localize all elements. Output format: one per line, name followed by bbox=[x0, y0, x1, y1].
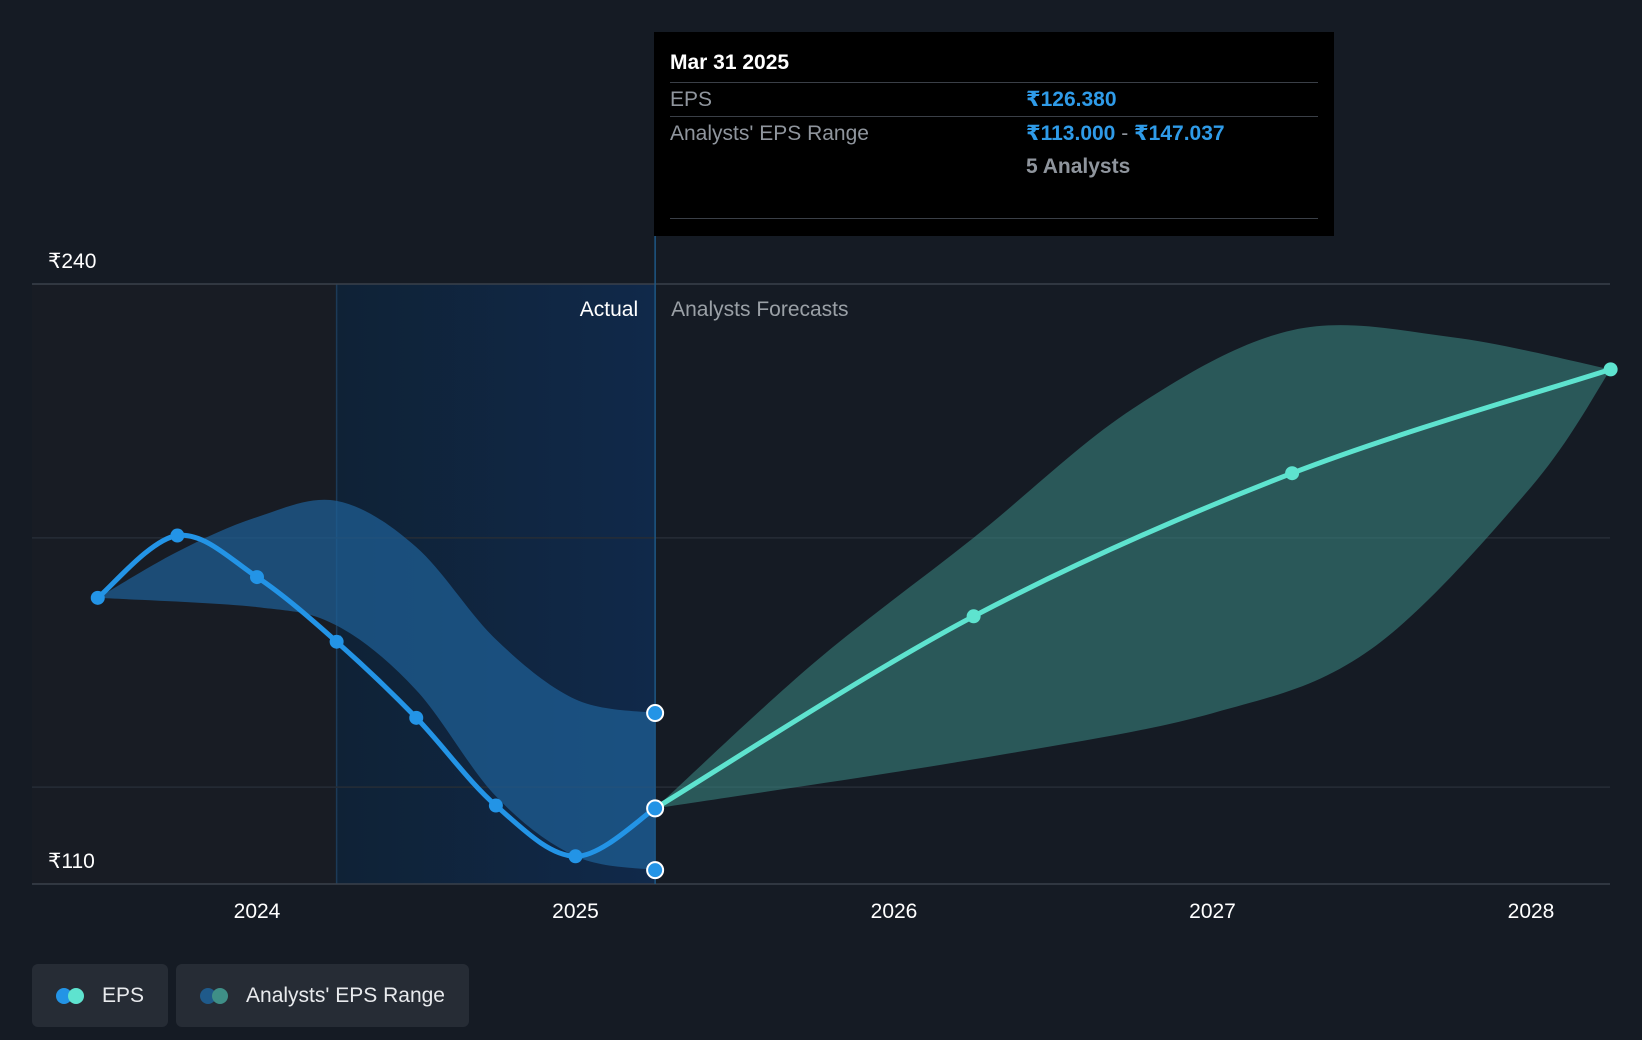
section-label-actual: Actual bbox=[580, 298, 638, 321]
legend-range-label: Analysts' EPS Range bbox=[246, 983, 445, 1007]
tooltip-range-row: Analysts' EPS Range ₹113.000 - ₹147.037 bbox=[670, 116, 1318, 150]
legend-range-button[interactable]: Analysts' EPS Range bbox=[176, 964, 469, 1027]
tooltip-range-high: ₹147.037 bbox=[1134, 122, 1225, 145]
forecast-eps-range-band bbox=[655, 325, 1611, 809]
x-tick-label-2027: 2027 bbox=[1189, 900, 1236, 923]
eps-actual-point-1 bbox=[170, 528, 185, 543]
legend-eps-dot-forecast bbox=[68, 987, 84, 1004]
eps-forecast-point-0 bbox=[966, 609, 981, 624]
eps-actual-point-5 bbox=[488, 798, 503, 813]
tooltip-date: Mar 31 2025 bbox=[670, 51, 790, 74]
hover-marker-eps bbox=[646, 799, 665, 818]
legend-range-dot-forecast bbox=[212, 987, 229, 1004]
y-axis-label-max: ₹240 bbox=[48, 250, 96, 273]
eps-actual-point-0 bbox=[90, 590, 105, 605]
tooltip-analysts-count: 5 Analysts bbox=[1026, 155, 1131, 178]
section-label-forecast: Analysts Forecasts bbox=[671, 298, 848, 321]
x-tick-label-2026: 2026 bbox=[871, 900, 918, 923]
tooltip-eps-value: ₹126.380 bbox=[1026, 88, 1117, 111]
x-tick-label-2024: 2024 bbox=[234, 900, 281, 923]
eps-actual-point-3 bbox=[329, 634, 344, 649]
chart-tooltip: Mar 31 2025 EPS ₹126.380 Analysts' EPS R… bbox=[654, 32, 1334, 236]
eps-actual-point-6 bbox=[568, 849, 583, 864]
tooltip-analysts-row: 5 Analysts bbox=[670, 150, 1318, 183]
legend-range-icon bbox=[200, 987, 230, 1004]
hover-marker-range-low bbox=[646, 861, 665, 880]
legend-eps-label: EPS bbox=[102, 983, 145, 1007]
hover-marker-range-high bbox=[646, 704, 665, 723]
eps-actual-point-4 bbox=[409, 710, 424, 725]
legend-eps-button[interactable]: EPS bbox=[32, 964, 169, 1027]
tooltip-range-value: ₹113.000 - ₹147.037 bbox=[1026, 117, 1225, 150]
chart-legend: EPS Analysts' EPS Range bbox=[32, 964, 469, 1027]
tooltip-range-low: ₹113.000 bbox=[1026, 122, 1116, 145]
tooltip-bottom-divider bbox=[670, 218, 1318, 219]
legend-eps-icon bbox=[56, 987, 86, 1004]
eps-actual-point-2 bbox=[250, 570, 264, 585]
y-axis-label-min: ₹110 bbox=[48, 850, 95, 873]
tooltip-eps-label: EPS bbox=[670, 88, 713, 111]
tooltip-range-label: Analysts' EPS Range bbox=[670, 122, 869, 145]
eps-forecast-point-2 bbox=[1603, 362, 1618, 377]
x-tick-label-2028: 2028 bbox=[1508, 900, 1555, 923]
eps-forecast-point-1 bbox=[1285, 466, 1300, 481]
actual-eps-range-band bbox=[97, 499, 656, 871]
tooltip-eps-row: EPS ₹126.380 bbox=[670, 82, 1318, 116]
tooltip-range-separator: - bbox=[1115, 122, 1135, 145]
x-tick-label-2025: 2025 bbox=[552, 900, 599, 923]
eps-forecast-line bbox=[652, 366, 1614, 811]
